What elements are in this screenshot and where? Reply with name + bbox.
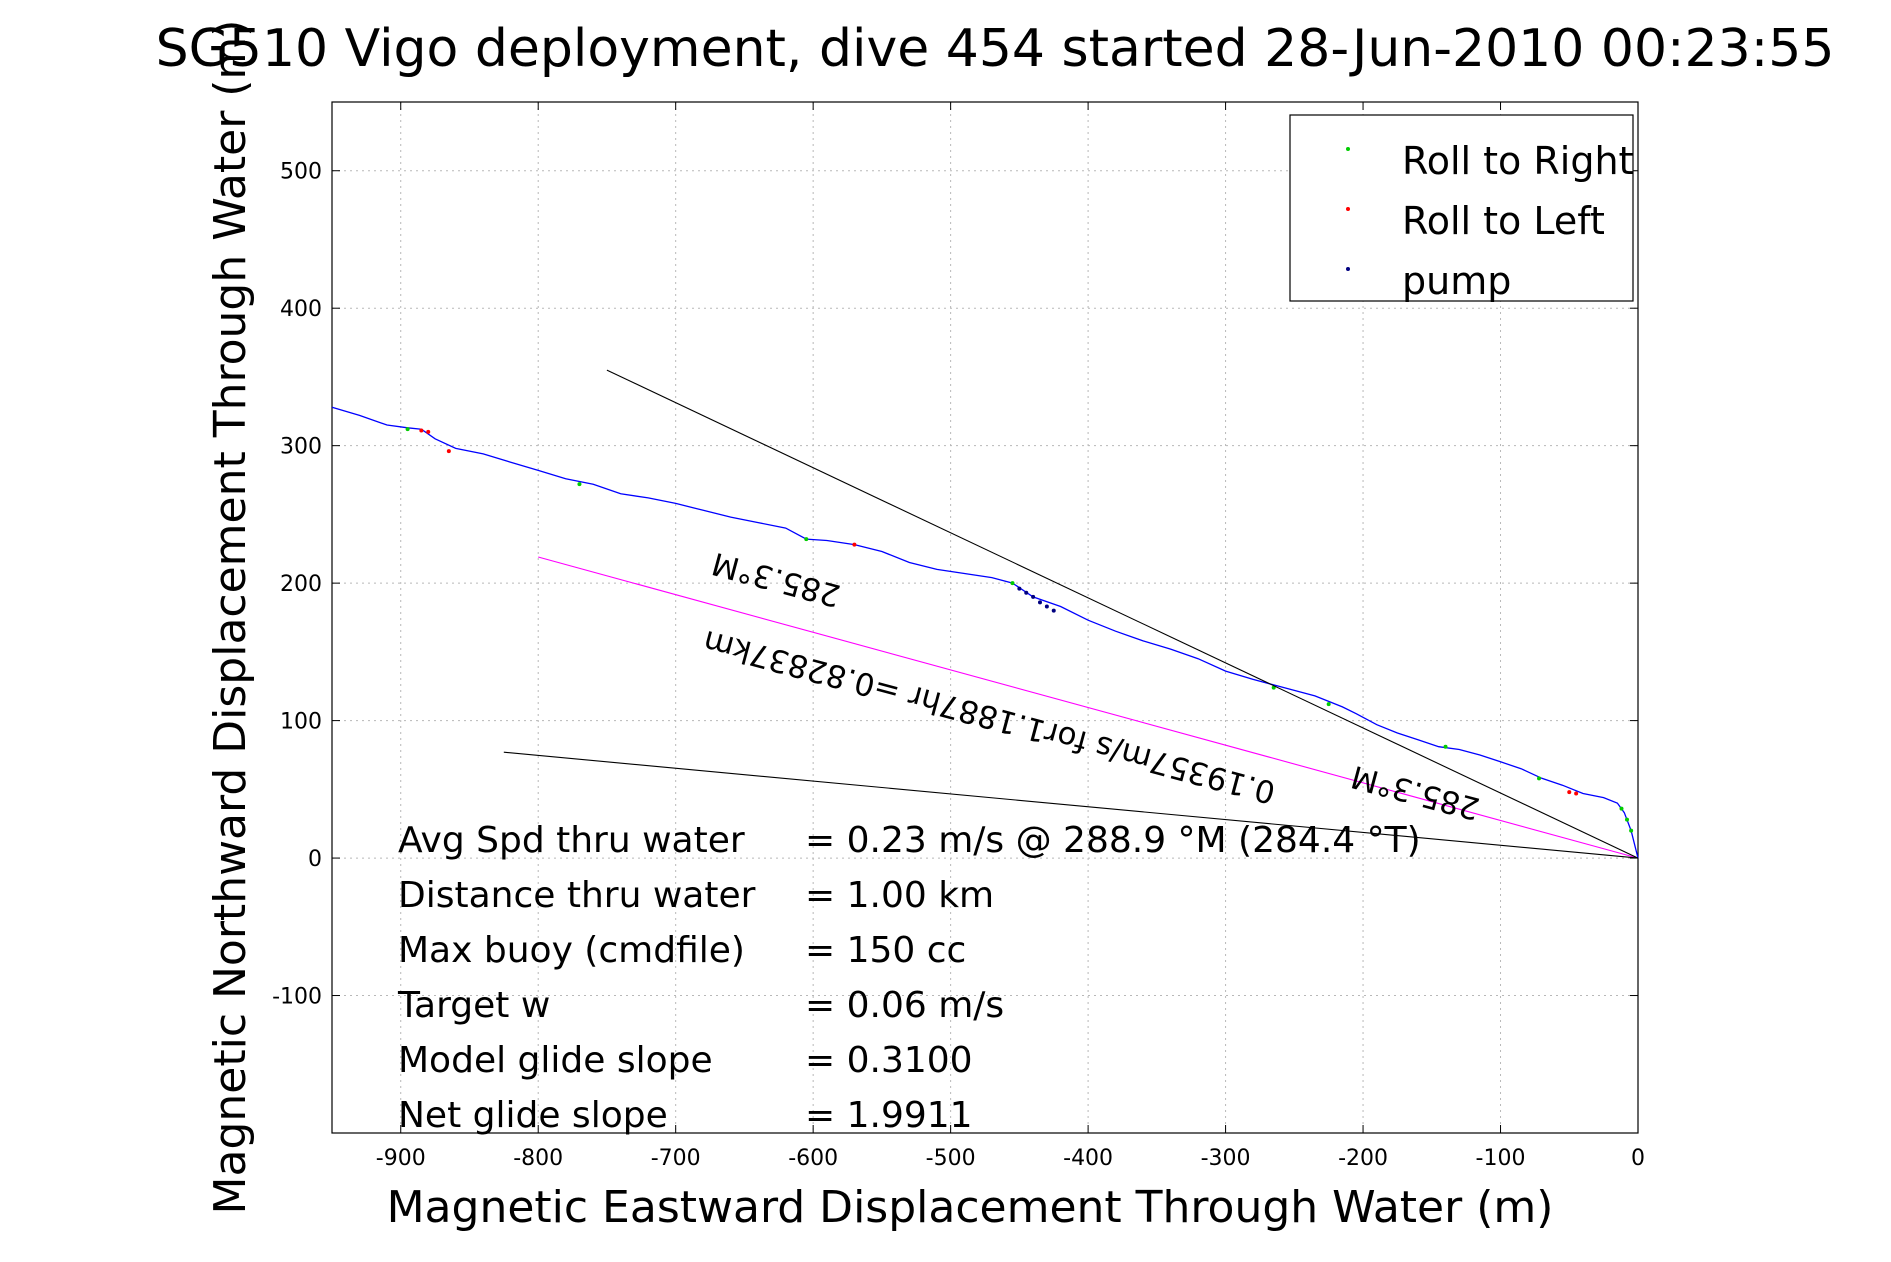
x-axis-label: Magnetic Eastward Displacement Through W… [387,1182,1554,1233]
y-tick-label: -100 [272,985,322,1010]
x-tick-label: -900 [376,1146,426,1171]
chart-title: SG510 Vigo deployment, dive 454 started … [156,19,1835,79]
roll-to-right-marker [1443,744,1448,749]
reference-line [503,751,1639,859]
x-tick-label: -700 [651,1146,701,1171]
legend-marker [1346,267,1350,271]
legend: Roll to Right Roll to Left pump [1289,114,1634,303]
x-tick-label: -400 [1063,1146,1113,1171]
y-axis-label: Magnetic Northward Displacement Through … [205,20,256,1215]
pump-marker [1024,590,1029,595]
roll-to-left-marker [419,428,424,433]
stat-value: = 1.9911 [805,1095,973,1136]
stat-value: = 0.06 m/s [805,985,1004,1026]
roll-to-right-marker [1537,776,1542,781]
roll-to-right-marker [405,427,410,432]
roll-to-right-marker [577,482,582,487]
roll-to-right-marker [1619,806,1624,811]
y-tick-label: 100 [280,710,322,735]
glider-track-line [331,406,1639,859]
legend-label: pump [1402,259,1511,303]
pump-marker [1037,600,1042,605]
roll-to-right-marker [1010,581,1015,586]
roll-to-right-marker [1629,828,1634,833]
x-tick-label: 0 [1631,1146,1645,1171]
x-tick-label: -100 [1476,1146,1526,1171]
x-tick-label: -800 [513,1146,563,1171]
legend-label: Roll to Left [1402,199,1605,243]
stat-value: = 1.00 km [805,875,994,916]
stat-label: Target w [397,985,550,1026]
y-tick-label: 500 [280,160,322,185]
roll-to-right-marker [804,537,809,542]
roll-to-left-marker [426,429,431,434]
x-tick-label: -500 [926,1146,976,1171]
stat-label: Max buoy (cmdfile) [398,930,745,971]
plot-frame [331,101,1639,1134]
pump-marker [1044,604,1049,609]
stat-label: Net glide slope [398,1095,668,1136]
reference-line [606,369,1639,859]
y-tick-label: 0 [308,847,322,872]
x-tick-label: -300 [1201,1146,1251,1171]
legend-label: Roll to Right [1402,139,1633,183]
y-tick-label: 400 [280,297,322,322]
roll-to-right-marker [1326,702,1331,707]
legend-marker [1346,207,1350,211]
data-layer [331,369,1639,859]
stat-label: Distance thru water [398,875,756,916]
roll-to-left-marker [446,449,451,454]
x-tick-label: -200 [1338,1146,1388,1171]
pump-marker [1017,586,1022,591]
stats-block: Avg Spd thru water = 0.23 m/s @ 288.9 °M … [397,820,1421,1136]
roll-to-left-marker [1567,790,1572,795]
stat-value: = 0.3100 [805,1040,973,1081]
axes-layer: -900 -800 -700 -600 -500 -400 -300 -200 -100 0 -10… [272,101,1645,1171]
legend-marker [1346,147,1350,151]
stat-label: Model glide slope [398,1040,713,1081]
pump-marker [1031,594,1036,599]
roll-to-right-marker [1625,817,1630,822]
pump-marker [1051,608,1056,613]
y-tick-label: 200 [280,572,322,597]
stat-value: = 0.23 m/s @ 288.9 °M (284.4 °T) [805,820,1421,861]
x-tick-label: -600 [788,1146,838,1171]
y-tick-label: 300 [280,435,322,460]
roll-to-left-marker [852,542,857,547]
stat-value: = 150 cc [805,930,966,971]
net-displacement-line [538,556,1639,859]
stat-label: Avg Spd thru water [398,820,745,861]
roll-to-left-marker [1574,791,1579,796]
